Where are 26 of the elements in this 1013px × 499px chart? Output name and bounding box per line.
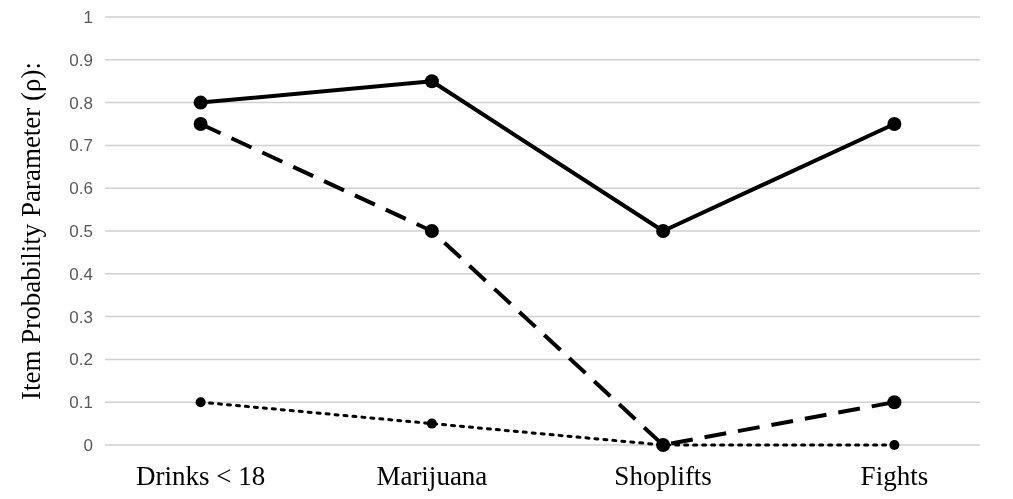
y-tick-label: 0.3 <box>69 307 93 327</box>
point <box>424 224 439 238</box>
point <box>424 74 439 89</box>
point <box>195 397 206 408</box>
y-tick-label: 0.7 <box>69 136 93 156</box>
point <box>193 95 208 110</box>
y-tick-label: 0.4 <box>69 264 93 284</box>
x-tick-label: Fights <box>860 461 929 491</box>
x-tick-label: Shoplifts <box>614 461 712 491</box>
x-tick-label: Drinks < 18 <box>136 461 266 491</box>
y-tick-label: 1 <box>83 7 93 27</box>
y-tick-label: 0 <box>83 435 93 455</box>
point <box>887 117 902 131</box>
point <box>656 224 671 238</box>
y-tick-label: 0.2 <box>69 350 93 370</box>
point <box>889 440 900 450</box>
point <box>887 395 902 410</box>
point <box>193 117 208 131</box>
point <box>426 418 437 429</box>
y-tick-label: 0.5 <box>69 221 93 241</box>
x-tick-label: Marijuana <box>376 461 488 491</box>
y-tick-label: 0.6 <box>69 179 93 199</box>
y-tick-label: 0.9 <box>69 50 93 70</box>
y-axis-title: Item Probability Parameter (ρ): <box>16 61 46 401</box>
y-tick-label: 0.8 <box>69 93 93 113</box>
y-tick-label: 0.1 <box>69 393 93 413</box>
